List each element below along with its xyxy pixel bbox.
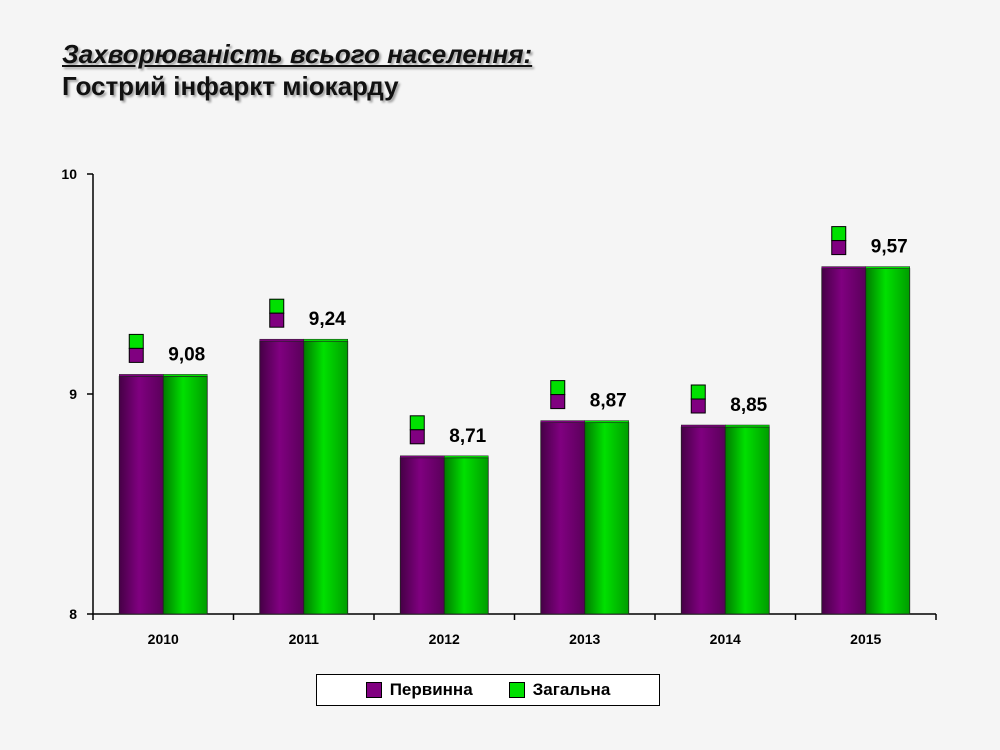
data-label-key-total [269,298,285,314]
data-label-key-primary [690,398,706,414]
data-label: 9,57 [871,237,908,258]
bar-total [724,426,770,615]
legend: Первинна Загальна [316,674,660,706]
bar-primary [259,340,305,615]
y-tick-label: 8 [69,606,77,622]
title-line-1: Захворюваність всього населення: [62,39,533,69]
bar-total [303,340,349,615]
bar-primary [118,375,164,615]
data-label-key-total [128,333,144,349]
bar-top-primary [119,374,164,377]
legend-label-total: Загальна [532,680,611,699]
data-label: 9,24 [309,309,346,330]
legend-item-primary: Первинна [365,680,473,700]
x-tick-label: 2011 [289,631,320,647]
bar-top-total [163,374,208,377]
legend-swatch-primary [365,682,382,698]
bar-top-primary [681,424,726,428]
legend-label-primary: Первинна [389,680,473,699]
chart-title: Захворюваність всього населення: Гострий… [62,38,532,102]
x-tick-label: 2010 [148,631,179,647]
bar-top-primary [821,266,866,269]
x-tick-label: 2013 [569,631,600,647]
bar-top-primary [400,455,445,459]
data-label-key-primary [550,394,566,410]
y-tick-label: 10 [61,166,77,182]
bar-total [443,457,489,615]
x-tick-label: 2015 [850,631,881,647]
data-label: 8,85 [730,395,767,416]
bar-primary [821,268,867,615]
data-label-key-primary [409,429,425,445]
data-label-key-total [550,380,566,396]
legend-item-total: Загальна [508,680,611,700]
data-label-key-total [409,415,425,431]
x-tick-label: 2014 [710,631,741,647]
bar-top-total [444,455,489,459]
legend-swatch-total [508,682,525,698]
data-label-key-total [690,384,706,400]
data-label-key-total [831,226,847,242]
y-tick-label: 9 [69,386,77,402]
title-line-2: Гострий інфаркт міокарду [62,71,399,101]
bar-top-total [584,420,629,423]
data-label-key-primary [269,312,285,328]
bar-top-total [303,338,348,342]
bar-total [865,268,911,615]
bar-total [584,422,630,615]
data-label-key-primary [128,347,144,363]
bar-primary [399,457,445,615]
bar-top-total [865,266,910,269]
data-label: 9,08 [168,344,205,365]
bar-total [162,375,208,615]
bar-primary [540,422,586,615]
x-tick-label: 2012 [429,631,460,647]
data-label: 8,71 [449,426,486,447]
bar-primary [680,426,726,615]
bar-top-primary [259,338,304,342]
data-label-key-primary [831,240,847,256]
bar-top-total [725,424,770,428]
data-label: 8,87 [590,391,627,412]
bar-top-primary [540,420,585,423]
